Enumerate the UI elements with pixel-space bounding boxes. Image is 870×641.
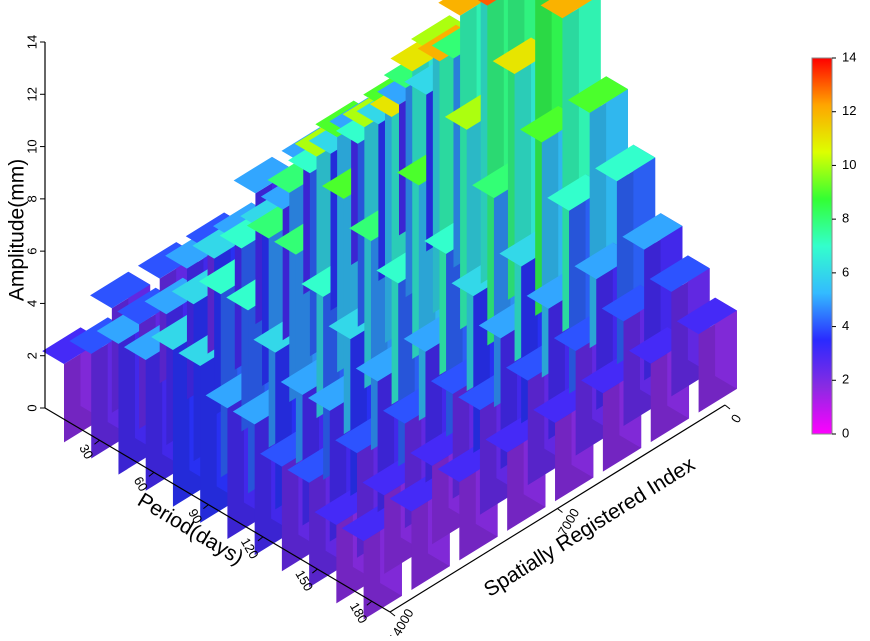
z-tick-label: 6 [24, 248, 39, 255]
bar-top [649, 255, 710, 292]
plot [42, 0, 737, 620]
bar-top [540, 0, 593, 19]
x-tick [312, 568, 318, 574]
y-tick-label: 0 [728, 412, 745, 426]
colorbar-tick-label: 2 [842, 372, 849, 387]
z-axis-label: Amplitude(mm) [6, 159, 29, 301]
x-tick-label: 60 [131, 474, 151, 494]
x-tick [148, 472, 155, 477]
z-tick-label: 4 [24, 300, 39, 307]
bar [676, 297, 737, 413]
colorbar-tick-label: 10 [842, 157, 856, 172]
x-tick [203, 504, 209, 510]
bar-top [595, 144, 656, 182]
z-tick-label: 14 [24, 35, 39, 49]
x-tick [94, 439, 100, 445]
colorbar-tick-label: 8 [842, 211, 849, 226]
axis-line [44, 407, 391, 613]
z-tick-label: 2 [24, 352, 39, 359]
x-tick [257, 536, 264, 542]
x-tick [366, 600, 373, 606]
x-tick-label: 30 [76, 442, 96, 462]
bar-top [438, 0, 486, 16]
colorbar-tick-label: 6 [842, 264, 849, 279]
bar-top [676, 297, 737, 335]
bar-top [477, 0, 497, 6]
colorbar-tick-label: 4 [842, 318, 849, 333]
z-tick-label: 8 [24, 195, 39, 202]
x-tick-label: 90 [185, 506, 205, 526]
y-tick [724, 404, 731, 410]
colorbar-tick-label: 14 [842, 49, 856, 64]
y-tick [557, 508, 563, 513]
colorbar-tick-label: 0 [842, 425, 849, 440]
bar-top [411, 15, 472, 52]
z-tick-label: 0 [24, 404, 39, 411]
bar-top [90, 271, 151, 309]
colorbar-tick-label: 12 [842, 103, 856, 118]
bar-top [567, 76, 628, 113]
y-tick [389, 611, 396, 617]
z-tick-label: 10 [24, 139, 39, 153]
bar-top [233, 156, 294, 194]
colorbar [811, 57, 833, 435]
bar-top [622, 213, 683, 250]
z-tick-label: 12 [24, 87, 39, 101]
y-tick-label: 14000 [386, 606, 417, 636]
